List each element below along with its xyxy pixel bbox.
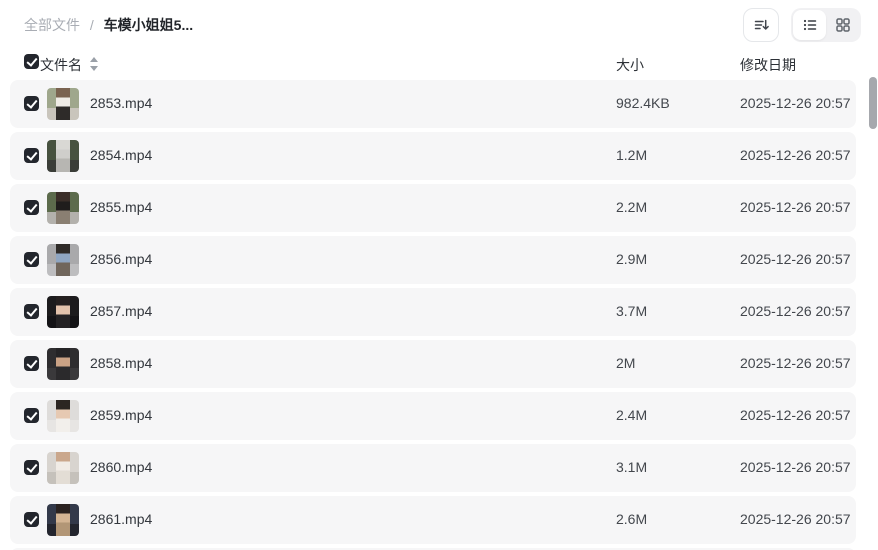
- sort-button[interactable]: [743, 8, 779, 42]
- file-row[interactable]: 2860.mp4 3.1M 2025-12-26 20:57: [10, 444, 856, 492]
- column-header-name[interactable]: 文件名: [40, 57, 82, 73]
- row-checkbox[interactable]: [24, 408, 39, 423]
- breadcrumb: 全部文件 / 车模小姐姐5...: [24, 16, 193, 34]
- file-size: 2.9M: [616, 251, 648, 267]
- file-size: 2.4M: [616, 407, 648, 423]
- grid-view-icon: [834, 16, 852, 34]
- file-row[interactable]: 2855.mp4 2.2M 2025-12-26 20:57: [10, 184, 856, 232]
- file-name[interactable]: 2856.mp4: [90, 251, 153, 267]
- sort-desc-caret-icon: [90, 66, 98, 71]
- file-name[interactable]: 2861.mp4: [90, 511, 153, 527]
- file-size: 2.2M: [616, 199, 648, 215]
- row-checkbox[interactable]: [24, 356, 39, 371]
- file-name[interactable]: 2860.mp4: [90, 459, 153, 475]
- file-thumbnail: [47, 400, 79, 432]
- file-thumbnail: [47, 504, 79, 536]
- column-header-modified: 修改日期: [740, 57, 796, 73]
- file-size: 2.6M: [616, 511, 648, 527]
- sort-asc-caret-icon: [90, 57, 98, 62]
- column-header-size: 大小: [616, 57, 644, 73]
- file-modified-date: 2025-12-26 20:57: [740, 147, 851, 163]
- file-name[interactable]: 2857.mp4: [90, 303, 153, 319]
- file-modified-date: 2025-12-26 20:57: [740, 459, 851, 475]
- file-row[interactable]: 2853.mp4 982.4KB 2025-12-26 20:57: [10, 80, 856, 128]
- file-thumbnail: [47, 296, 79, 328]
- row-checkbox[interactable]: [24, 200, 39, 215]
- row-checkbox[interactable]: [24, 252, 39, 267]
- file-size: 3.1M: [616, 459, 648, 475]
- row-checkbox[interactable]: [24, 304, 39, 319]
- file-modified-date: 2025-12-26 20:57: [740, 511, 851, 527]
- breadcrumb-separator: /: [89, 17, 94, 33]
- file-modified-date: 2025-12-26 20:57: [740, 407, 851, 423]
- file-thumbnail: [47, 88, 79, 120]
- file-modified-date: 2025-12-26 20:57: [740, 355, 851, 371]
- file-row[interactable]: 2861.mp4 2.6M 2025-12-26 20:57: [10, 496, 856, 544]
- grid-view-button[interactable]: [826, 10, 859, 40]
- file-modified-date: 2025-12-26 20:57: [740, 251, 851, 267]
- file-name[interactable]: 2855.mp4: [90, 199, 153, 215]
- file-name[interactable]: 2854.mp4: [90, 147, 153, 163]
- partial-file-row[interactable]: [10, 548, 856, 550]
- top-bar: 全部文件 / 车模小姐姐5...: [0, 0, 878, 50]
- row-checkbox[interactable]: [24, 512, 39, 527]
- breadcrumb-root[interactable]: 全部文件: [24, 17, 80, 33]
- file-modified-date: 2025-12-26 20:57: [740, 95, 851, 111]
- row-checkbox[interactable]: [24, 96, 39, 111]
- vertical-scrollbar-thumb[interactable]: [869, 77, 877, 129]
- view-mode-switch: [791, 8, 861, 42]
- file-modified-date: 2025-12-26 20:57: [740, 199, 851, 215]
- list-view-icon: [801, 16, 819, 34]
- breadcrumb-current-folder: 车模小姐姐5...: [103, 17, 194, 33]
- file-row[interactable]: 2857.mp4 3.7M 2025-12-26 20:57: [10, 288, 856, 336]
- file-size: 3.7M: [616, 303, 648, 319]
- file-thumbnail: [47, 348, 79, 380]
- file-list: 2853.mp4 982.4KB 2025-12-26 20:57 2854.m…: [10, 80, 856, 548]
- file-row[interactable]: 2859.mp4 2.4M 2025-12-26 20:57: [10, 392, 856, 440]
- name-sort-carets-icon[interactable]: [88, 56, 98, 72]
- file-thumbnail: [47, 452, 79, 484]
- table-header: 文件名 大小 修改日期: [10, 52, 866, 76]
- file-thumbnail: [47, 244, 79, 276]
- file-thumbnail: [47, 140, 79, 172]
- file-size: 2M: [616, 355, 636, 371]
- row-checkbox[interactable]: [24, 460, 39, 475]
- file-size: 982.4KB: [616, 95, 670, 111]
- file-size: 1.2M: [616, 147, 648, 163]
- file-modified-date: 2025-12-26 20:57: [740, 303, 851, 319]
- row-checkbox[interactable]: [24, 148, 39, 163]
- file-row[interactable]: 2858.mp4 2M 2025-12-26 20:57: [10, 340, 856, 388]
- file-thumbnail: [47, 192, 79, 224]
- file-name[interactable]: 2853.mp4: [90, 95, 153, 111]
- sort-descending-icon: [752, 16, 770, 34]
- select-all-checkbox[interactable]: [24, 54, 39, 69]
- list-view-button[interactable]: [793, 10, 826, 40]
- file-row[interactable]: 2854.mp4 1.2M 2025-12-26 20:57: [10, 132, 856, 180]
- file-row[interactable]: 2856.mp4 2.9M 2025-12-26 20:57: [10, 236, 856, 284]
- file-name[interactable]: 2859.mp4: [90, 407, 153, 423]
- file-name[interactable]: 2858.mp4: [90, 355, 153, 371]
